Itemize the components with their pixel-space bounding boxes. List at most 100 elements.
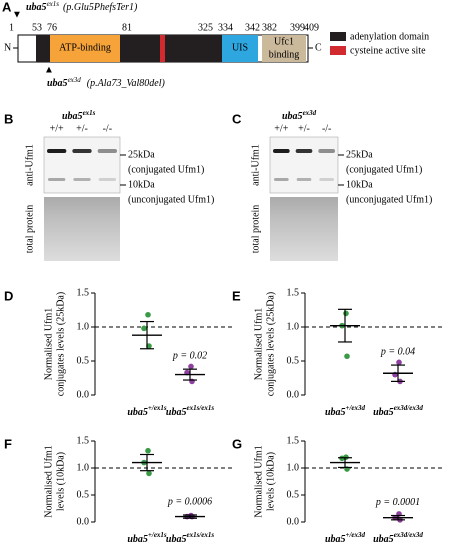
position: 399 xyxy=(290,22,305,33)
domain-label: binding xyxy=(269,49,300,60)
mutation-label: uba5ex3d (p.Ala73_Val80del) xyxy=(47,76,165,90)
allele: +/ex3d xyxy=(346,531,366,539)
domain-label: Ufc1 xyxy=(274,36,294,47)
allele: ex3d/ex3d xyxy=(394,404,424,412)
gene: uba5 xyxy=(166,407,187,418)
loading-label: total protein xyxy=(250,205,261,254)
marker-label: 25kDa xyxy=(128,149,155,160)
total-protein-blot xyxy=(44,197,120,261)
loading-label: total protein xyxy=(24,205,35,254)
category-label: uba5+/ex1s xyxy=(127,404,167,419)
category-label: uba5ex1s/ex1s xyxy=(166,531,214,546)
marker-label: 10kDa xyxy=(128,179,155,190)
p-value: p = 0.02 xyxy=(172,350,207,361)
category-label: uba5+/ex3d xyxy=(325,531,366,546)
domain-label: ATP-binding xyxy=(59,42,111,53)
allele: ex1s/ex1s xyxy=(186,404,214,412)
gene: uba5 xyxy=(62,111,83,122)
band xyxy=(273,149,290,153)
y-tick-label: 1.5 xyxy=(77,435,90,446)
panel-letter: E xyxy=(232,288,241,303)
blot xyxy=(269,136,339,194)
y-axis-label: levels (10kDa) xyxy=(265,452,276,511)
lane-label: -/- xyxy=(322,123,331,134)
band xyxy=(97,149,117,153)
marker-label: (unconjugated Ufm1) xyxy=(128,194,214,205)
band xyxy=(73,178,91,181)
y-axis-label: Normalised Ufm1 xyxy=(43,308,54,381)
p-value: p = 0.0001 xyxy=(375,497,420,508)
n-terminus: N xyxy=(4,42,11,53)
p-value: p = 0.0006 xyxy=(167,496,212,507)
ufc1-domain xyxy=(262,35,306,62)
allele: ex1s xyxy=(83,109,96,117)
position: 81 xyxy=(122,22,132,33)
band xyxy=(318,149,335,153)
antibody-label: anti-Ufm1 xyxy=(250,144,261,186)
allele: +/ex1s xyxy=(148,531,167,539)
y-tick-label: 1.5 xyxy=(287,287,300,298)
y-axis-label: conjugates levels (25kDa) xyxy=(265,292,276,396)
allele: +/ex3d xyxy=(346,404,366,412)
data-point xyxy=(344,353,350,360)
panel-letter: B xyxy=(4,111,13,126)
data-point xyxy=(146,470,152,477)
panel-letter: C xyxy=(232,111,242,126)
data-point xyxy=(145,447,151,454)
gene: uba5 xyxy=(26,2,47,13)
marker-label: (unconjugated Ufm1) xyxy=(346,194,432,205)
data-point xyxy=(396,359,402,366)
p-value: p = 0.04 xyxy=(380,346,415,357)
allele: ex3d xyxy=(68,76,82,84)
y-tick-label: 1.0 xyxy=(287,462,300,473)
position: 409 xyxy=(304,22,319,33)
marker-label: (conjugated Ufm1) xyxy=(128,164,204,175)
band xyxy=(48,178,66,181)
legend-label: cysteine active site xyxy=(350,45,426,56)
y-axis-label: Normalised Ufm1 xyxy=(253,308,264,381)
protein-change: (p.Ala73_Val80del) xyxy=(87,78,166,89)
y-tick-label: 1.0 xyxy=(77,462,90,473)
gene: uba5 xyxy=(47,78,68,89)
blot xyxy=(43,136,121,194)
band xyxy=(295,149,313,153)
data-point xyxy=(141,325,147,332)
genotype-label: uba5ex1s xyxy=(62,109,96,123)
position: 334 xyxy=(218,22,233,33)
band xyxy=(319,178,334,181)
y-tick-label: 0.0 xyxy=(287,389,300,400)
y-axis-label: Normalised Ufm1 xyxy=(43,445,54,518)
marker-label: 25kDa xyxy=(346,149,373,160)
band xyxy=(47,149,67,153)
allele: ex1s xyxy=(47,0,60,8)
gene: uba5 xyxy=(127,534,148,545)
arrow: ▲ xyxy=(44,64,54,75)
allele: ex3d xyxy=(303,109,317,117)
band xyxy=(274,178,289,181)
position: 325 xyxy=(198,22,213,33)
y-tick-label: 0.0 xyxy=(77,389,90,400)
legend-label: adenylation domain xyxy=(350,31,429,42)
band xyxy=(296,178,312,181)
lane-label: +/+ xyxy=(274,123,288,134)
position: 53 xyxy=(32,22,42,33)
y-tick-label: 0.5 xyxy=(287,355,300,366)
band xyxy=(98,178,116,181)
y-axis-label: levels (10kDa) xyxy=(55,452,66,511)
domain-label: UIS xyxy=(232,42,248,53)
atp-domain xyxy=(50,35,120,62)
allele: ex1s/ex1s xyxy=(186,531,214,539)
panel-letter: F xyxy=(4,436,12,451)
position: 76 xyxy=(47,22,57,33)
y-axis-label: conjugates levels (25kDa) xyxy=(55,292,66,396)
panel-letter: D xyxy=(4,288,13,303)
marker-label: 10kDa xyxy=(346,179,373,190)
lane-label: +/+ xyxy=(50,123,64,134)
gene: uba5 xyxy=(325,534,346,545)
panel-letter: A xyxy=(2,0,12,14)
y-tick-label: 0.0 xyxy=(77,516,90,527)
legend-swatch xyxy=(330,32,346,41)
